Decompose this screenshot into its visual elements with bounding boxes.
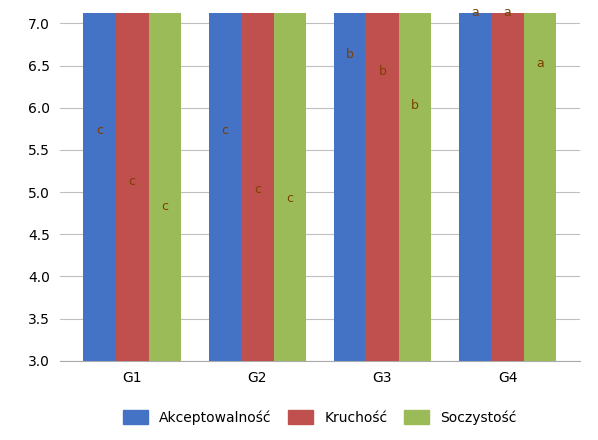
Bar [334, 0, 366, 361]
Text: a: a [536, 57, 544, 70]
Bar [116, 0, 148, 361]
Legend: Akceptowalność, Kruchość, Soczystość: Akceptowalność, Kruchość, Soczystość [118, 404, 522, 430]
Text: c: c [161, 200, 168, 213]
Text: c: c [286, 192, 294, 205]
Bar [459, 0, 492, 361]
Bar [241, 0, 274, 361]
Bar [524, 0, 556, 361]
Text: b: b [379, 65, 386, 78]
Bar [492, 0, 524, 361]
Bar [274, 0, 306, 361]
Bar [399, 0, 431, 361]
Bar [84, 0, 116, 361]
Text: c: c [221, 124, 228, 137]
Text: a: a [504, 6, 511, 19]
Text: c: c [96, 124, 103, 137]
Text: b: b [411, 99, 419, 112]
Text: a: a [471, 6, 479, 19]
Bar [366, 0, 399, 361]
Text: c: c [129, 175, 136, 188]
Bar [148, 0, 181, 361]
Text: b: b [346, 48, 354, 61]
Text: c: c [254, 183, 261, 196]
Bar [209, 0, 241, 361]
